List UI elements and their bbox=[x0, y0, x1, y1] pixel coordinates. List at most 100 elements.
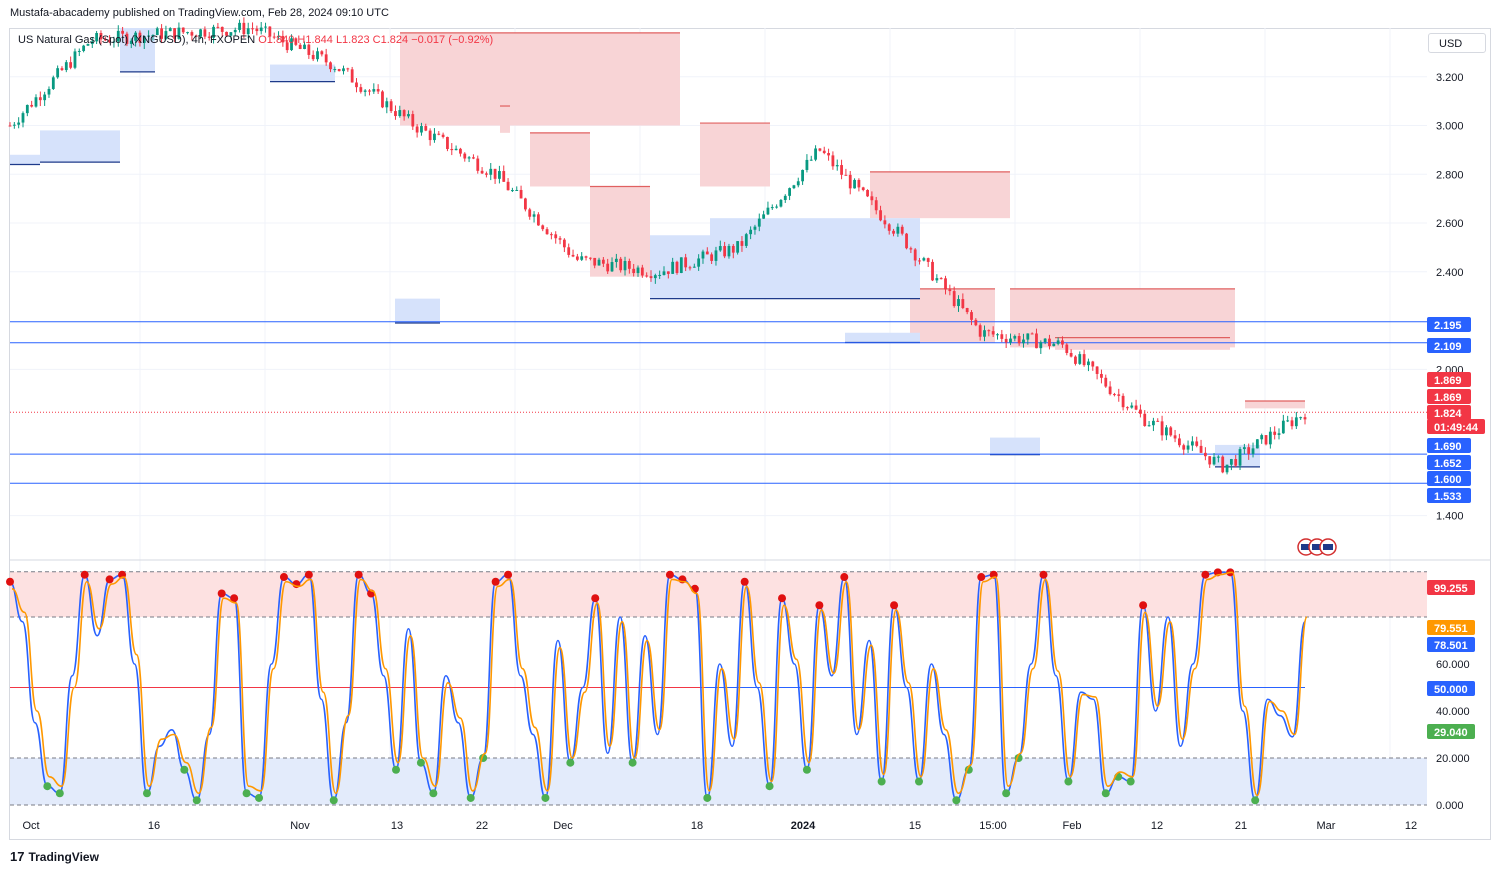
overbought-dot bbox=[279, 573, 288, 582]
oversold-dot bbox=[628, 758, 637, 767]
price-tag-box bbox=[1427, 438, 1471, 453]
candle-body bbox=[125, 33, 129, 44]
candle-body bbox=[1039, 342, 1043, 349]
candle-body bbox=[17, 122, 21, 125]
candle-body bbox=[913, 249, 917, 261]
candle-body bbox=[935, 278, 939, 281]
stochastic-tag-box bbox=[1427, 724, 1475, 739]
zones bbox=[10, 28, 1305, 468]
candle-body bbox=[506, 181, 510, 191]
candle-body bbox=[606, 263, 610, 272]
candle-body bbox=[86, 44, 90, 46]
candle-body bbox=[1117, 394, 1121, 396]
candle-body bbox=[697, 258, 701, 267]
candle-body bbox=[983, 330, 986, 337]
overbought-dot bbox=[815, 601, 824, 610]
candle-body bbox=[1130, 405, 1134, 408]
candle-body bbox=[398, 110, 402, 117]
candle-body bbox=[47, 88, 51, 95]
candle-body bbox=[1082, 354, 1086, 366]
oversold-dot bbox=[466, 793, 475, 802]
candle-body bbox=[1004, 338, 1008, 343]
candle-body bbox=[567, 247, 571, 255]
oversold-dot bbox=[329, 796, 338, 805]
ohlc-close: C1.824 bbox=[372, 34, 409, 46]
candle-body bbox=[1234, 459, 1238, 466]
candle-body bbox=[480, 170, 484, 174]
candle-body bbox=[524, 198, 527, 210]
candle-body bbox=[1303, 417, 1307, 420]
ohlc-low: L1.823 bbox=[335, 34, 370, 46]
oversold-dot bbox=[242, 789, 251, 798]
candle-body bbox=[658, 274, 662, 276]
candle-body bbox=[588, 257, 592, 259]
candle-body bbox=[134, 32, 138, 41]
flag-canton bbox=[1312, 544, 1322, 550]
tradingview-logo-icon: 17 bbox=[10, 849, 25, 864]
candle-body bbox=[1199, 445, 1203, 453]
candle-body bbox=[805, 159, 809, 170]
candle-body bbox=[874, 200, 878, 211]
symbol-legend[interactable]: US Natural Gas (Spot) (XNGUSD), 4h, FXOP… bbox=[18, 34, 493, 46]
oversold-dot bbox=[802, 765, 811, 774]
oversold-dot bbox=[255, 793, 264, 802]
candle-body bbox=[619, 258, 623, 271]
candle-body bbox=[1221, 456, 1225, 473]
price-tag-label: 1.652 bbox=[1434, 458, 1462, 470]
candle-body bbox=[671, 261, 675, 274]
time-tick-label: 22 bbox=[476, 820, 488, 832]
currency-selector[interactable]: USD bbox=[1428, 33, 1486, 53]
candle-body bbox=[147, 35, 150, 37]
candle-body bbox=[766, 207, 770, 215]
candle-body bbox=[1022, 339, 1025, 344]
footer-brand[interactable]: 17 TradingView bbox=[10, 849, 99, 864]
candle-body bbox=[610, 262, 614, 272]
candle-body bbox=[268, 26, 272, 37]
oversold-dot bbox=[952, 796, 961, 805]
price-tick-label: 3.000 bbox=[1436, 121, 1464, 133]
brand-name: TradingView bbox=[28, 849, 99, 864]
candle-body bbox=[714, 250, 718, 261]
price-tag-box bbox=[1427, 419, 1485, 434]
candle-body bbox=[723, 246, 727, 257]
candle-body bbox=[294, 38, 298, 45]
flag-canton bbox=[1323, 544, 1333, 550]
candle-body bbox=[870, 196, 874, 201]
candle-body bbox=[411, 114, 415, 127]
candle-body bbox=[1294, 417, 1298, 427]
candle-body bbox=[1104, 377, 1108, 387]
candle-body bbox=[957, 299, 960, 307]
candle-body bbox=[718, 246, 722, 251]
candle-body bbox=[1290, 420, 1294, 427]
candle-body bbox=[549, 234, 553, 236]
overbought-dot bbox=[977, 573, 986, 582]
time-tick-label: 15 bbox=[909, 820, 921, 832]
candle-body bbox=[1139, 409, 1142, 414]
candle-body bbox=[433, 133, 436, 141]
symbol-name[interactable]: US Natural Gas (Spot) (XNGUSD), 4h, FXOP… bbox=[18, 34, 256, 46]
candle-body bbox=[978, 325, 982, 337]
candle-body bbox=[246, 28, 250, 35]
candle-body bbox=[337, 69, 341, 72]
candle-body bbox=[515, 189, 519, 191]
candle-body bbox=[1035, 333, 1038, 349]
oversold-dot bbox=[703, 793, 712, 802]
candle-body bbox=[541, 225, 545, 230]
candle-body bbox=[987, 330, 991, 332]
candle-body bbox=[736, 241, 740, 253]
oversold-dot bbox=[566, 758, 575, 767]
overbought-dot bbox=[1039, 570, 1048, 579]
candle-body bbox=[90, 41, 94, 45]
candle-body bbox=[467, 157, 471, 159]
candle-body bbox=[95, 33, 99, 42]
overbought-dot bbox=[354, 570, 363, 579]
candle-body bbox=[866, 190, 869, 197]
candle-body bbox=[653, 275, 657, 279]
candle-body bbox=[996, 334, 999, 336]
candle-body bbox=[285, 42, 289, 51]
candle-body bbox=[710, 254, 714, 261]
candle-body bbox=[554, 234, 558, 239]
candle-body bbox=[809, 159, 813, 161]
candle-body bbox=[1000, 334, 1004, 339]
